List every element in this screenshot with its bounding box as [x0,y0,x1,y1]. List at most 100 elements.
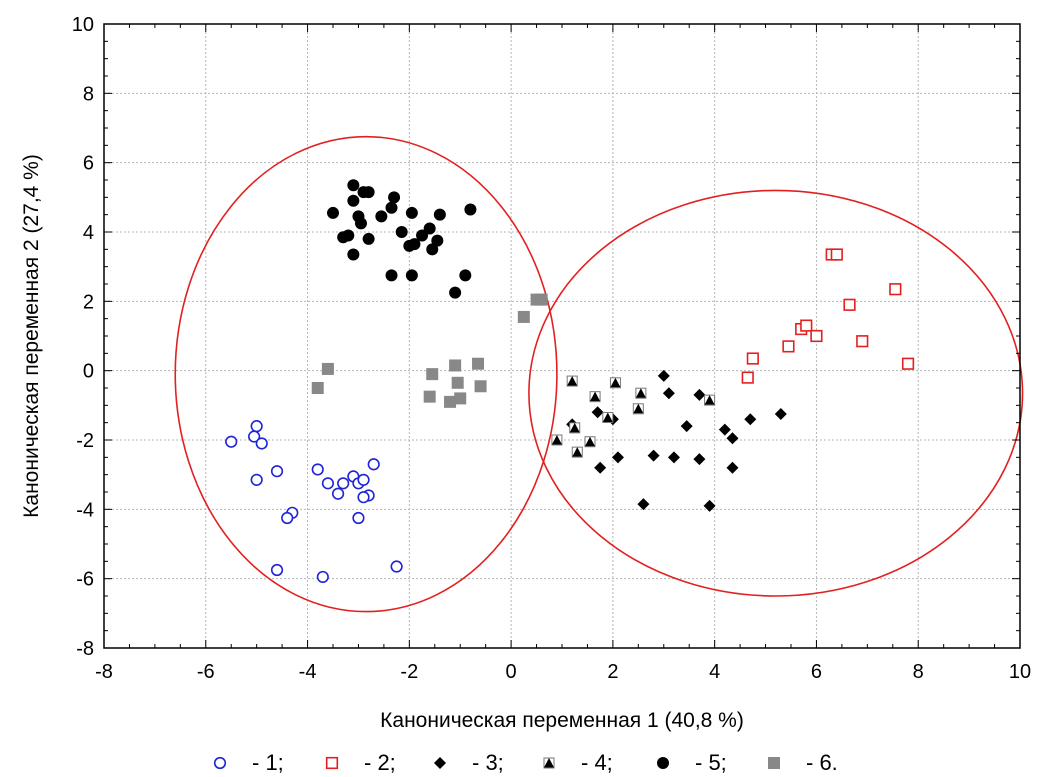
data-point [744,413,756,425]
marker-shape [358,492,369,503]
y-tick-label: 6 [83,153,94,175]
data-point [783,341,794,352]
marker-shape [406,207,418,219]
marker-shape [668,451,680,463]
data-point [406,269,418,281]
data-point [355,217,367,229]
marker-shape [648,450,660,462]
data-point [704,500,716,512]
data-point [890,284,901,295]
x-tick-label: 10 [1009,661,1031,683]
marker-shape [459,269,471,281]
marker-shape [775,408,787,420]
legend: - 1; - 2; - 3; - 4; - 5; - 6. [215,750,838,775]
marker-shape [338,478,349,489]
data-point [472,358,484,370]
x-tick-label: 8 [913,661,924,683]
y-tick-label: 10 [72,14,94,36]
x-tick-label: 6 [811,661,822,683]
legend-item-1: - 1; [215,750,284,775]
data-point [570,423,580,433]
series-2 [742,249,913,383]
x-tick-label: -8 [95,661,113,683]
data-point [612,451,624,463]
data-point [452,377,464,389]
marker-shape [726,462,738,474]
marker-shape [342,229,354,241]
data-point [592,406,604,418]
legend-item-3: - 3; [434,750,504,775]
data-point [775,408,787,420]
marker-shape [226,436,237,447]
data-point [590,392,600,402]
data-point [636,388,646,398]
x-tick-label: 0 [506,661,517,683]
marker-shape [251,421,262,432]
marker-shape [396,226,408,238]
marker-shape [347,249,359,261]
data-point [464,203,476,215]
marker-shape [657,757,669,769]
data-point [388,191,400,203]
marker-shape [312,464,323,475]
data-point [375,210,387,222]
marker-shape [857,336,868,347]
legend-marker [434,757,446,769]
data-point [449,359,461,371]
marker-shape [475,380,487,392]
marker-shape [327,207,339,219]
data-point [323,478,334,489]
marker-shape [452,377,464,389]
marker-shape [637,498,649,510]
marker-shape [347,195,359,207]
data-point [358,492,369,503]
data-point [811,331,822,342]
legend-item-2: - 2; [327,750,396,775]
marker-shape [368,459,379,470]
data-point [327,207,339,219]
data-point [272,466,283,477]
marker-shape [327,758,338,769]
legend-marker [327,758,338,769]
data-points [226,179,913,582]
cluster-ellipse [529,190,1023,596]
marker-shape [518,311,530,323]
marker-shape [612,451,624,463]
data-point [668,451,680,463]
marker-shape [464,203,476,215]
data-point [726,432,738,444]
data-point [567,376,577,386]
data-point [318,572,329,583]
data-point [256,438,267,449]
marker-shape [353,513,364,524]
marker-shape [323,478,334,489]
data-point [424,391,436,403]
marker-shape [363,186,375,198]
data-point [322,363,334,375]
marker-shape [272,565,283,576]
marker-shape [594,462,606,474]
legend-label: - 5; [695,750,727,775]
marker-shape [256,438,267,449]
y-tick-label: 8 [83,83,94,105]
marker-shape [681,420,693,432]
data-point [585,437,595,447]
y-tick-label: -2 [76,430,94,452]
x-tick-label: 4 [709,661,720,683]
marker-shape [358,475,369,486]
data-point [454,392,466,404]
data-point [594,462,606,474]
data-point [552,435,562,445]
data-point [572,447,582,457]
legend-label: - 6. [806,750,838,775]
y-tick-label: -8 [76,638,94,660]
data-point [251,475,262,486]
marker-shape [434,209,446,221]
marker-shape [333,488,344,499]
series-6 [312,294,548,408]
marker-shape [658,370,670,382]
data-point [742,372,753,383]
legend-marker [215,758,226,769]
marker-shape [744,413,756,425]
